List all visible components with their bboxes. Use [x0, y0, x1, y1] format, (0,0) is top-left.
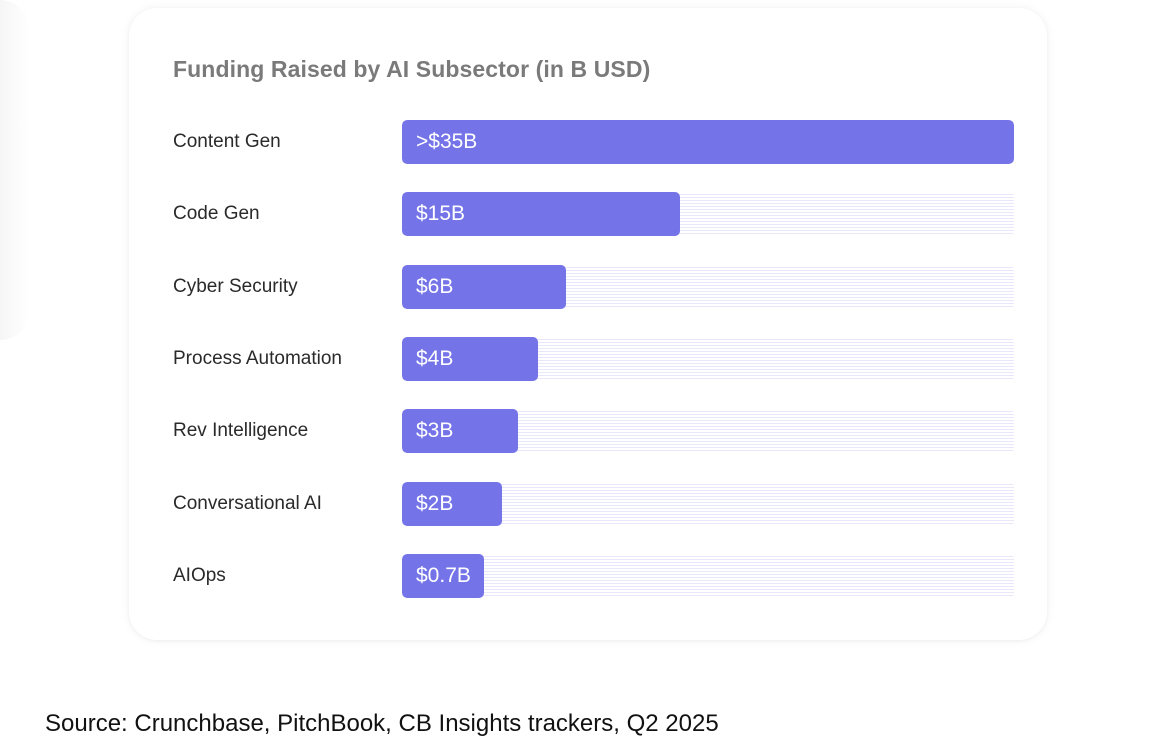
bar-rows: Content Gen >$35B Code Gen $15B Cyber Securi…	[129, 8, 1047, 640]
category-label: Content Gen	[173, 131, 281, 152]
bar-row: Conversational AI $2B	[129, 481, 1047, 526]
bar-track: $3B	[402, 409, 1014, 454]
bar-row: AIOps $0.7B	[129, 553, 1047, 598]
category-label: AIOps	[173, 564, 226, 586]
category-label: Conversational AI	[173, 492, 322, 514]
bar: $0.7B	[402, 553, 484, 598]
category-label: Cyber Security	[173, 275, 298, 297]
bar-value-label: $0.7B	[416, 563, 471, 587]
bar-value-label: $3B	[416, 419, 454, 443]
category-label: Rev Intelligence	[173, 420, 309, 442]
source-caption: Source: Crunchbase, PitchBook, CB Insigh…	[45, 710, 719, 737]
bar-track: $4B	[402, 336, 1014, 381]
bar-value-label: >$35B	[416, 130, 478, 153]
bar-row: Rev Intelligence $3B	[129, 409, 1047, 454]
bar-row: Process Automation $4B	[129, 336, 1047, 381]
bar-value-label: $2B	[416, 491, 454, 515]
bar-row: Code Gen $15B	[129, 192, 1047, 237]
bar-track: >$35B	[402, 120, 1014, 164]
edge-shadow	[0, 0, 30, 340]
bar-value-label: $4B	[416, 346, 454, 370]
bar: $15B	[402, 192, 680, 237]
chart-card: Funding Raised by AI Subsector (in B USD…	[129, 8, 1047, 640]
bar: $3B	[402, 409, 518, 454]
category-label: Process Automation	[173, 347, 342, 369]
bar-row: Cyber Security $6B	[129, 264, 1047, 309]
bar-row: Content Gen >$35B	[129, 120, 1047, 164]
bar-track: $2B	[402, 481, 1014, 526]
bar: $4B	[402, 336, 538, 381]
bar: $2B	[402, 481, 502, 526]
bar: >$35B	[402, 120, 1014, 164]
category-label: Code Gen	[173, 203, 260, 225]
bar-track: $0.7B	[402, 553, 1014, 598]
bar-track: $6B	[402, 264, 1014, 309]
bar-track: $15B	[402, 192, 1014, 237]
bar-value-label: $6B	[416, 274, 454, 298]
bar: $6B	[402, 264, 566, 309]
chart-title: Funding Raised by AI Subsector (in B USD…	[173, 56, 651, 82]
bar-value-label: $15B	[416, 202, 466, 226]
